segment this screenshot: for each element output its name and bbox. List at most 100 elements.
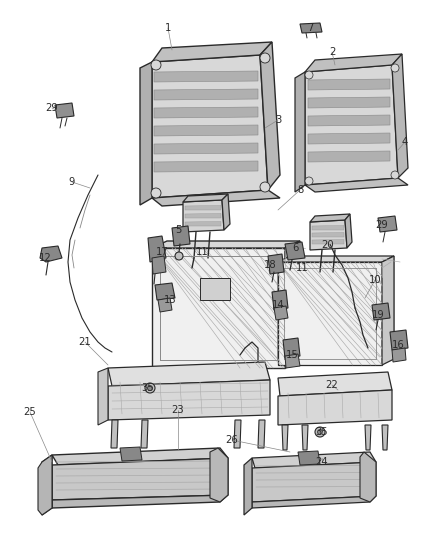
Polygon shape (302, 425, 308, 450)
Polygon shape (108, 362, 270, 386)
Polygon shape (312, 232, 344, 237)
Polygon shape (172, 226, 190, 246)
Circle shape (145, 383, 155, 393)
Polygon shape (52, 458, 228, 500)
Polygon shape (152, 190, 280, 206)
Polygon shape (274, 306, 288, 320)
Polygon shape (252, 462, 376, 502)
Polygon shape (285, 241, 300, 368)
Polygon shape (360, 452, 376, 502)
Polygon shape (252, 452, 376, 468)
Circle shape (391, 171, 399, 179)
Text: 16: 16 (392, 340, 404, 350)
Polygon shape (382, 425, 388, 450)
Text: 17: 17 (155, 247, 168, 257)
Text: 35: 35 (141, 383, 154, 393)
Polygon shape (183, 194, 228, 202)
Polygon shape (154, 143, 258, 154)
Text: 19: 19 (371, 310, 385, 320)
Polygon shape (312, 239, 344, 244)
Text: 26: 26 (226, 435, 238, 445)
Polygon shape (42, 455, 52, 515)
Polygon shape (290, 256, 394, 359)
Polygon shape (154, 161, 258, 172)
Circle shape (305, 71, 313, 79)
Text: 3: 3 (275, 115, 281, 125)
Polygon shape (365, 425, 371, 450)
Text: 9: 9 (69, 177, 75, 187)
Polygon shape (154, 89, 258, 100)
Polygon shape (155, 283, 175, 300)
Polygon shape (268, 254, 284, 274)
Polygon shape (148, 236, 166, 262)
Polygon shape (140, 62, 152, 205)
Text: 10: 10 (369, 275, 381, 285)
Text: 11: 11 (196, 247, 208, 257)
Text: 2: 2 (329, 47, 335, 57)
Polygon shape (141, 420, 148, 448)
Polygon shape (98, 368, 108, 425)
Polygon shape (295, 72, 305, 192)
Polygon shape (152, 241, 300, 248)
Polygon shape (152, 55, 268, 198)
Text: 14: 14 (272, 300, 284, 310)
Polygon shape (300, 23, 322, 33)
Text: 1: 1 (165, 23, 171, 33)
Polygon shape (244, 458, 252, 515)
Polygon shape (308, 79, 390, 90)
Circle shape (175, 252, 183, 260)
Text: 24: 24 (316, 457, 328, 467)
Polygon shape (234, 420, 241, 448)
Polygon shape (200, 278, 230, 300)
Polygon shape (308, 151, 390, 162)
Polygon shape (154, 71, 258, 82)
Polygon shape (183, 200, 224, 232)
Polygon shape (278, 372, 392, 396)
Polygon shape (167, 241, 300, 361)
Text: 11: 11 (296, 263, 308, 273)
Polygon shape (222, 194, 230, 230)
Text: 25: 25 (24, 407, 36, 417)
Polygon shape (185, 222, 221, 226)
Polygon shape (52, 448, 228, 465)
Text: 35: 35 (316, 427, 328, 437)
Text: 23: 23 (172, 405, 184, 415)
Polygon shape (382, 256, 394, 365)
Polygon shape (272, 290, 288, 310)
Text: 4: 4 (402, 137, 408, 147)
Circle shape (305, 177, 313, 185)
Polygon shape (258, 420, 265, 448)
Polygon shape (392, 348, 406, 362)
Polygon shape (310, 220, 347, 250)
Polygon shape (55, 103, 74, 118)
Circle shape (148, 385, 152, 391)
Circle shape (151, 60, 161, 70)
Polygon shape (378, 216, 397, 232)
Polygon shape (372, 303, 390, 320)
Polygon shape (152, 42, 272, 62)
Text: 8: 8 (297, 185, 303, 195)
Polygon shape (312, 225, 344, 230)
Polygon shape (252, 496, 376, 508)
Polygon shape (278, 256, 394, 262)
Polygon shape (52, 495, 228, 508)
Polygon shape (310, 214, 350, 222)
Text: 29: 29 (376, 220, 389, 230)
Polygon shape (390, 330, 408, 350)
Polygon shape (285, 242, 305, 260)
Circle shape (391, 64, 399, 72)
Text: 22: 22 (325, 380, 339, 390)
Text: 20: 20 (321, 240, 334, 250)
Polygon shape (305, 54, 402, 72)
Polygon shape (308, 133, 390, 144)
Text: 18: 18 (264, 260, 276, 270)
Polygon shape (158, 298, 172, 312)
Circle shape (260, 53, 270, 63)
Polygon shape (152, 248, 285, 368)
Polygon shape (345, 214, 352, 248)
Text: 21: 21 (79, 337, 92, 347)
Polygon shape (38, 455, 52, 515)
Polygon shape (278, 390, 392, 425)
Polygon shape (152, 256, 166, 274)
Polygon shape (210, 448, 228, 502)
